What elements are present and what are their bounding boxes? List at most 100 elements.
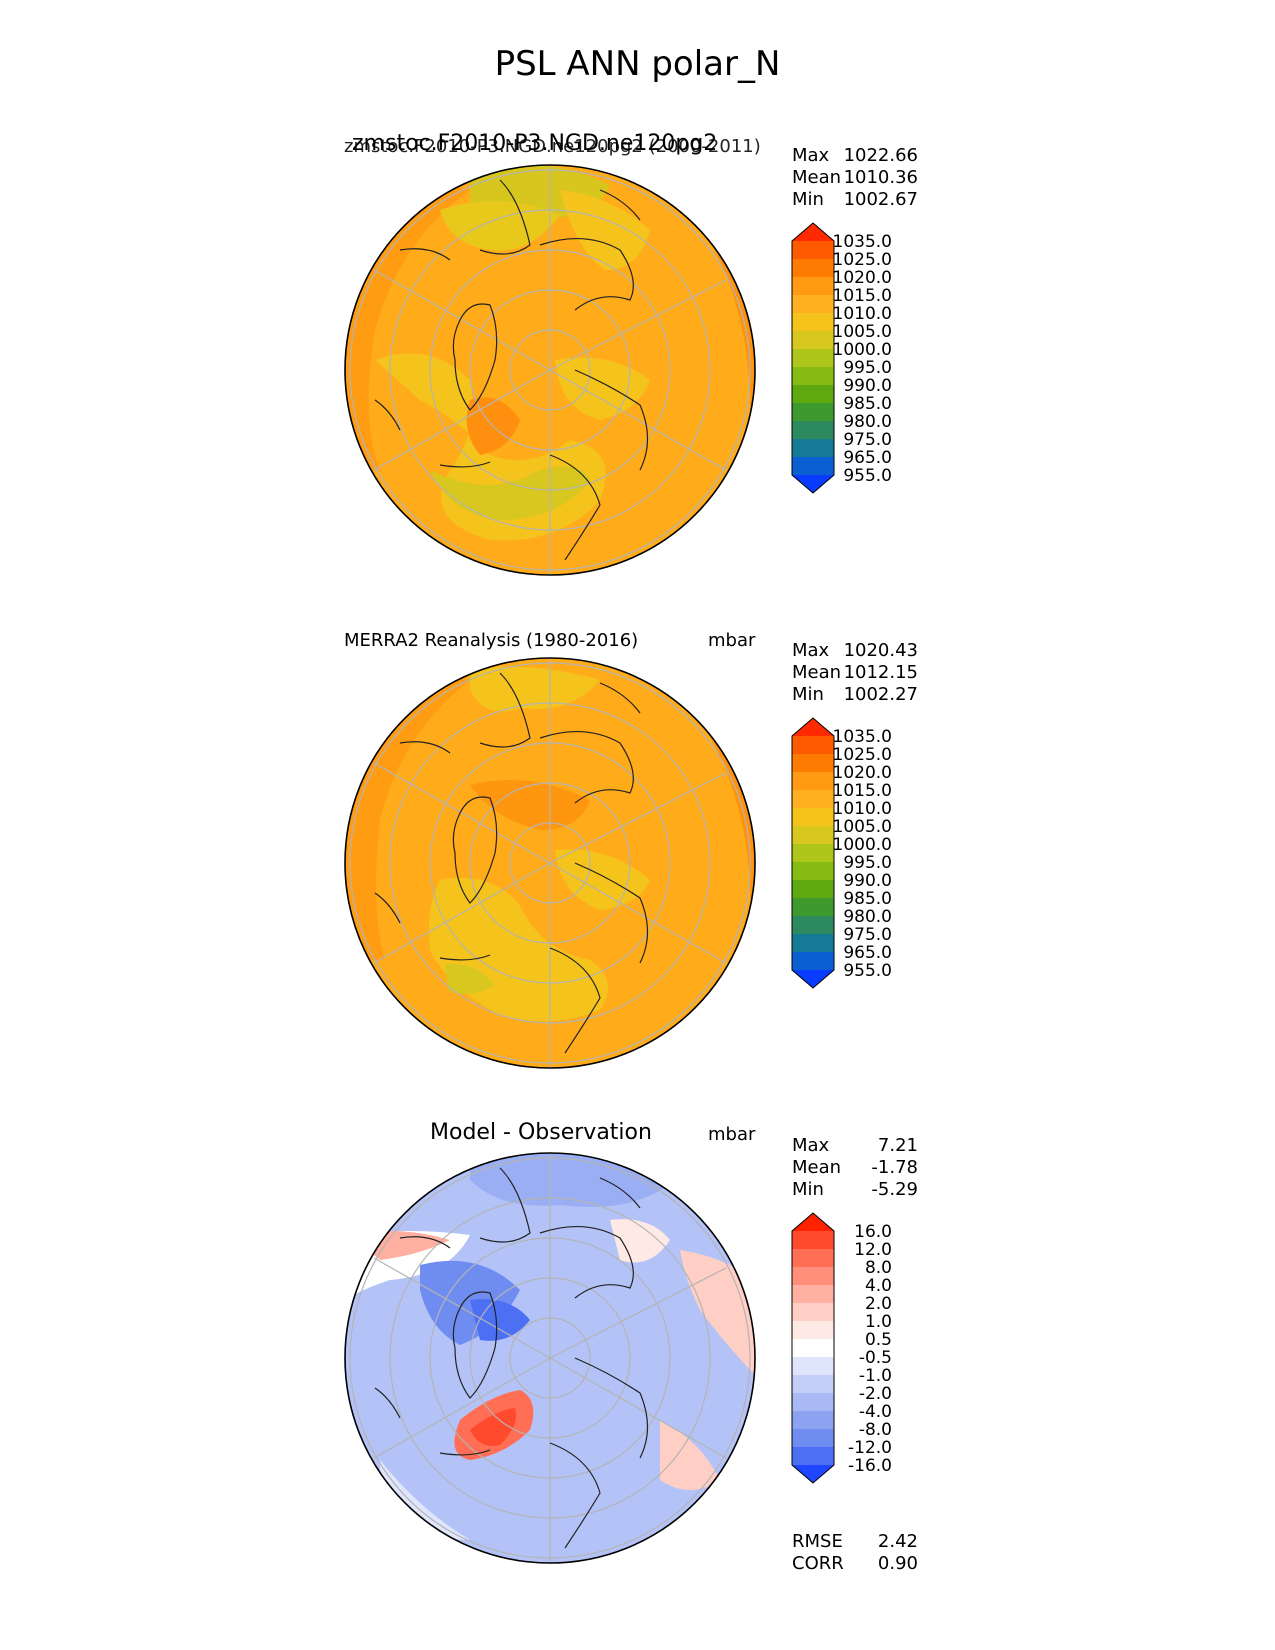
panel3-mean-label: Mean (792, 1157, 842, 1178)
panel1-min-label: Min (792, 189, 824, 210)
colorbar-0-segment (792, 349, 834, 368)
colorbar-1-segment (792, 754, 834, 773)
colorbar-1-segment (792, 790, 834, 809)
colorbar-0-segment (792, 403, 834, 422)
colorbar-2-outline (791, 1212, 835, 1484)
colorbar-0-segment (792, 277, 834, 296)
colorbar-1-tick-label: 995.0 (843, 853, 892, 873)
colorbar-1-segment (792, 916, 834, 935)
colorbar-0-tick-label: 955.0 (843, 466, 892, 486)
colorbar-0-tick-label: 995.0 (843, 358, 892, 378)
panel3-units: mbar (708, 1124, 756, 1145)
panel2-min-label: Min (792, 684, 824, 705)
colorbar-1-tick-label: 975.0 (843, 925, 892, 945)
panel1-title-overlap: zmstoc.F2010-P3.NGD.ne120pg2 (2000-2011) (344, 136, 761, 157)
colorbar-1-extend-top (792, 718, 834, 736)
colorbar-1-tick-label: 1015.0 (833, 781, 892, 801)
colorbar-0-tick-label: 980.0 (843, 412, 892, 432)
colorbar-0-tick-label: 1035.0 (833, 232, 892, 252)
colorbar-2-extend-top (792, 1213, 834, 1231)
colorbar-1-tick-label: 1035.0 (833, 727, 892, 747)
colorbar-2-segment (792, 1303, 834, 1322)
colorbar-2-segment (792, 1321, 834, 1340)
colorbar-2-segment (792, 1231, 834, 1250)
colorbar-2-tick-label: -1.0 (859, 1366, 892, 1386)
colorbar-0-tick-label: 990.0 (843, 376, 892, 396)
colorbar-0-segment (792, 331, 834, 350)
panel2-units: mbar (708, 630, 756, 651)
panel1-title: zmstoc.F2010-P3.NGD.ne120pg2 (352, 131, 718, 156)
colorbar-1-outline (791, 717, 835, 989)
colorbar-1-segment (792, 844, 834, 863)
colorbar-2-segment (792, 1393, 834, 1412)
colorbar-1-segment (792, 736, 834, 755)
rmse-label: RMSE (792, 1531, 843, 1552)
corr-label: CORR (792, 1553, 844, 1574)
colorbar-0-segment (792, 313, 834, 332)
colorbar-2-tick-label: -16.0 (848, 1456, 892, 1476)
panel1-max-value: 1022.66 (843, 145, 918, 166)
colorbar-0-tick-label: 1005.0 (833, 322, 892, 342)
colorbar-2-segment (792, 1339, 834, 1358)
colorbar-2-tick-label: -12.0 (848, 1438, 892, 1458)
colorbar-2-tick-label: 12.0 (854, 1240, 892, 1260)
colorbar-1-tick-label: 1000.0 (833, 835, 892, 855)
panel2-mean-label: Mean (792, 662, 842, 683)
map-test (344, 164, 756, 576)
colorbar-1-tick-label: 980.0 (843, 907, 892, 927)
colorbar-2-tick-label: 1.0 (865, 1312, 892, 1332)
colorbar-0-segment (792, 457, 834, 476)
colorbar-2-segment (792, 1357, 834, 1376)
colorbar-1-segment (792, 952, 834, 971)
corr-value: 0.90 (877, 1553, 918, 1574)
colorbar-diff: 16.012.08.04.02.01.00.5-0.5-1.0-2.0-4.0-… (791, 1212, 892, 1484)
panel3-mean-value: -1.78 (871, 1157, 918, 1178)
colorbar-0-tick-label: 1025.0 (833, 250, 892, 270)
colorbar-1-tick-label: 1005.0 (833, 817, 892, 837)
colorbar-2-tick-label: 16.0 (854, 1222, 892, 1242)
panel2-max-value: 1020.43 (843, 640, 918, 661)
colorbar-1-segment (792, 772, 834, 791)
colorbar-reference: 1035.01025.01020.01015.01010.01005.01000… (791, 717, 892, 989)
colorbar-1-tick-label: 985.0 (843, 889, 892, 909)
colorbar-1-tick-label: 955.0 (843, 961, 892, 981)
panel2-mean-value: 1012.15 (843, 662, 918, 683)
colorbar-1-segment (792, 862, 834, 881)
colorbar-2-tick-label: -2.0 (859, 1384, 892, 1404)
colorbar-0-segment (792, 259, 834, 278)
colorbar-2-segment (792, 1249, 834, 1268)
colorbar-test: 1035.01025.01020.01015.01010.01005.01000… (791, 222, 892, 494)
colorbar-1-segment (792, 826, 834, 845)
colorbar-2-tick-label: -8.0 (859, 1420, 892, 1440)
colorbar-0-tick-label: 975.0 (843, 430, 892, 450)
colorbar-0-extend-top (792, 223, 834, 241)
panel1-mean-label: Mean (792, 167, 842, 188)
colorbar-0-segment (792, 421, 834, 440)
colorbar-2-tick-label: 8.0 (865, 1258, 892, 1278)
colorbar-0-tick-label: 1015.0 (833, 286, 892, 306)
colorbar-2-segment (792, 1267, 834, 1286)
panel3-min-value: -5.29 (871, 1179, 918, 1200)
colorbar-0-segment (792, 295, 834, 314)
panel1-min-value: 1002.67 (843, 189, 918, 210)
colorbar-2-segment (792, 1429, 834, 1448)
colorbar-2-segment (792, 1411, 834, 1430)
colorbar-1-segment (792, 934, 834, 953)
colorbar-2-tick-label: 2.0 (865, 1294, 892, 1314)
map-diff (344, 1152, 756, 1564)
colorbar-0-segment (792, 439, 834, 458)
colorbar-2-segment (792, 1447, 834, 1466)
colorbar-1-tick-label: 1025.0 (833, 745, 892, 765)
colorbar-2-tick-label: 0.5 (865, 1330, 892, 1350)
colorbar-0-segment (792, 385, 834, 404)
figure-title: PSL ANN polar_N (494, 44, 781, 84)
colorbar-0-segment (792, 367, 834, 386)
colorbar-2-segment (792, 1285, 834, 1304)
colorbar-1-tick-label: 990.0 (843, 871, 892, 891)
panel1-mean-value: 1010.36 (843, 167, 918, 188)
colorbar-1-segment (792, 808, 834, 827)
panel3-title: Model - Observation (430, 1120, 652, 1145)
colorbar-0-extend-bottom (792, 475, 834, 493)
panel2-title: MERRA2 Reanalysis (1980-2016) (344, 630, 639, 651)
